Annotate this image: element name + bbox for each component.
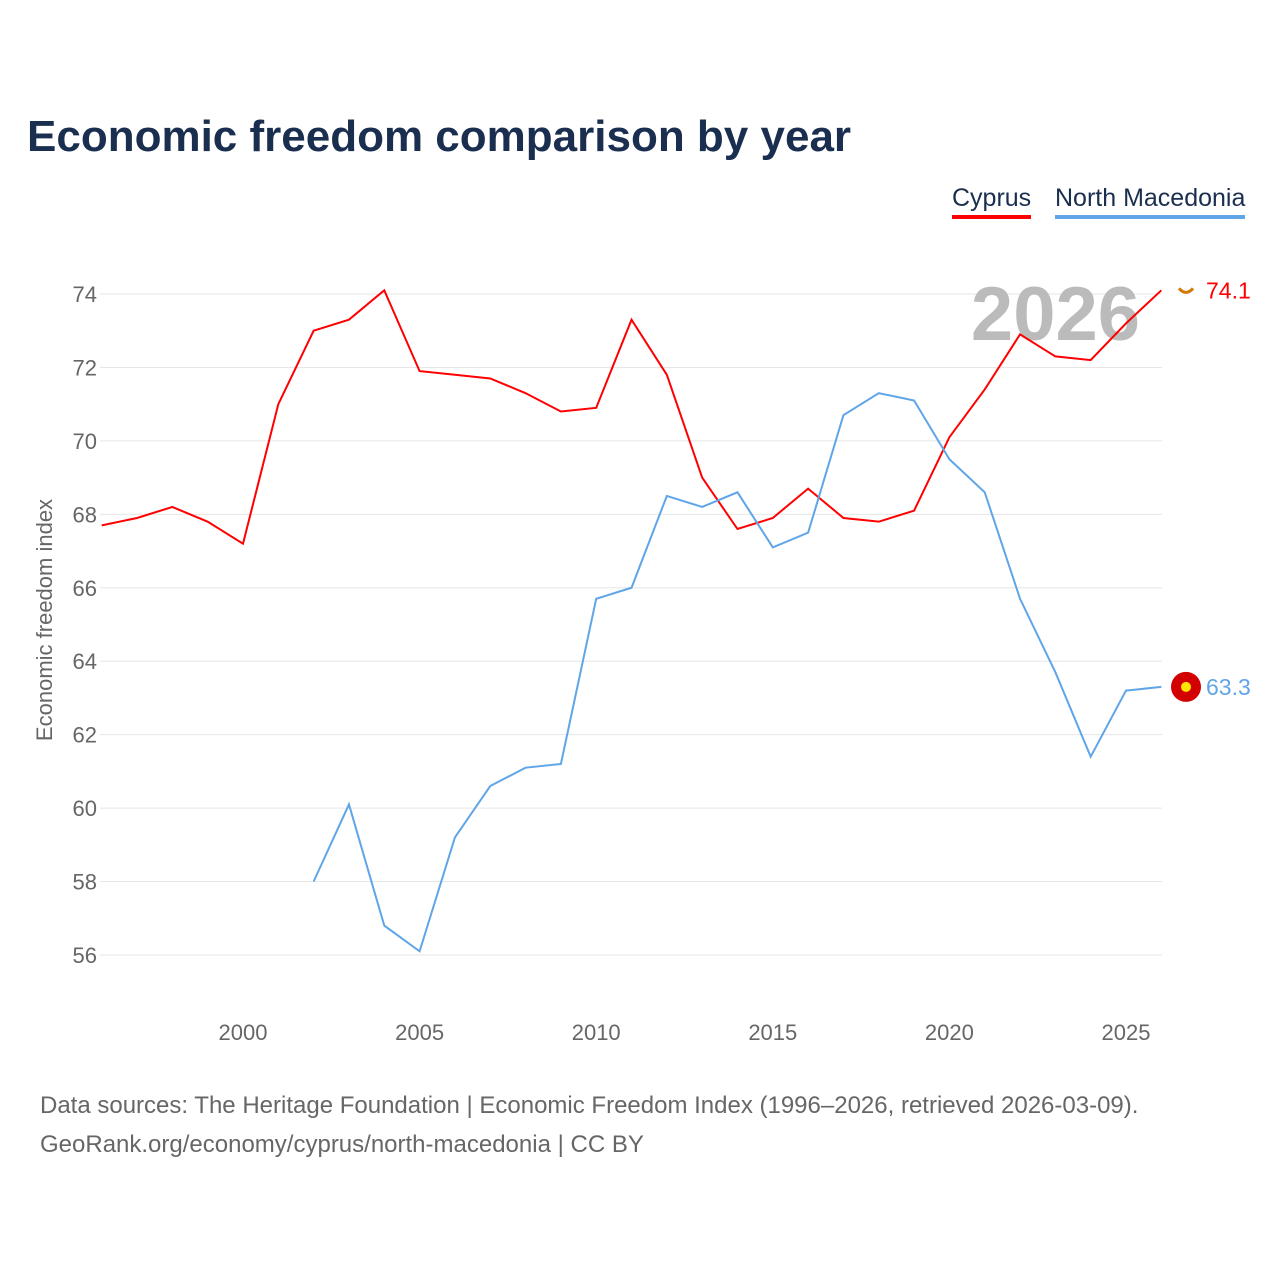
year-watermark: 2026: [971, 272, 1140, 357]
y-tick-label: 74: [73, 282, 97, 307]
y-tick-label: 56: [73, 943, 97, 968]
source-text: Data sources: The Heritage Foundation | …: [40, 1092, 1139, 1119]
flag-sun: [1181, 681, 1191, 692]
x-tick-label: 2010: [572, 1020, 621, 1045]
end-value-label: 63.3: [1206, 674, 1251, 700]
flag-island: [1177, 287, 1195, 294]
x-tick-label: 2005: [395, 1020, 444, 1045]
y-tick-label: 58: [73, 870, 97, 895]
y-tick-label: 72: [73, 355, 97, 380]
y-tick-label: 62: [73, 723, 97, 748]
y-axis-label: Economic freedom index: [32, 499, 57, 741]
x-tick-label: 2015: [748, 1020, 797, 1045]
x-tick-label: 2000: [219, 1020, 268, 1045]
chart-title: Economic freedom comparison by year: [27, 112, 852, 161]
cyprus-flag-icon: [1178, 282, 1194, 299]
legend-north-macedonia[interactable]: North Macedonia: [1055, 184, 1246, 219]
legend-cyprus[interactable]: Cyprus: [952, 184, 1032, 219]
footer: Data sources: The Heritage Foundation | …: [40, 1086, 1138, 1164]
source-link[interactable]: GeoRank.org/economy/cyprus/north-macedon…: [40, 1131, 644, 1158]
y-tick-label: 70: [73, 429, 97, 454]
end-value-label: 74.1: [1206, 277, 1251, 303]
y-tick-label: 68: [73, 502, 97, 527]
y-tick-label: 60: [73, 796, 97, 821]
series-line-north-macedonia: [312, 392, 1162, 953]
x-tick-label: 2025: [1102, 1020, 1151, 1045]
y-tick-label: 66: [73, 576, 97, 601]
y-tick-label: 64: [73, 649, 97, 674]
x-tick-label: 2020: [925, 1020, 974, 1045]
series-line-cyprus: [101, 288, 1163, 546]
